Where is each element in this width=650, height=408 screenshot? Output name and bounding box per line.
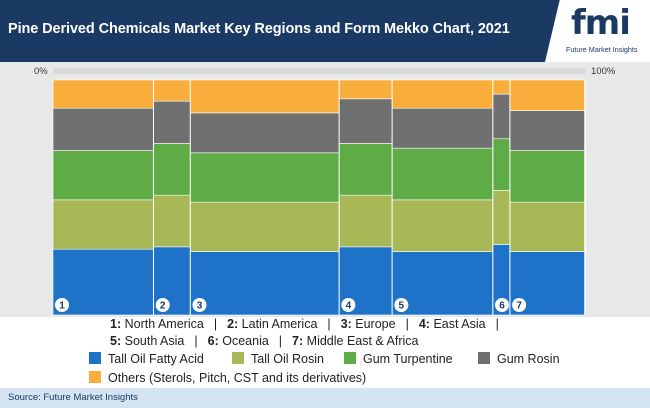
- region-legend-row-1: 1: North America | 2: Latin America | 3: Eur…: [110, 317, 509, 331]
- bar-segment-gum-turpentine-col-7: [509, 150, 586, 203]
- bar-segment-gum-turpentine-col-5: [392, 147, 494, 201]
- bar-segment-tall-oil-rosin-col-6: [492, 190, 511, 245]
- legend-gum-rosin: Gum Rosin: [478, 352, 560, 366]
- bar-segment-others-col-6: [492, 79, 511, 95]
- bar-segment-gum-rosin-col-4: [339, 98, 393, 144]
- column-badge-7: [512, 298, 527, 312]
- legend-separator: |: [278, 334, 283, 348]
- bar-segment-tall-oil-rosin-col-2: [153, 194, 191, 248]
- column-label-7: 7: [516, 301, 522, 312]
- column-badge-3: [192, 298, 207, 312]
- bar-segment-gum-rosin-col-2: [153, 100, 191, 144]
- region-legend-item: 7: Middle East & Africa: [292, 334, 419, 348]
- bar-segment-tall-oil-rosin-col-3: [190, 201, 340, 252]
- bar-segment-gum-turpentine-col-1: [52, 150, 155, 201]
- bar-segment-others-col-4: [339, 79, 393, 100]
- bar-segment-tall-oil-rosin-col-7: [509, 201, 586, 252]
- swatch-gum-turpentine: [344, 352, 356, 364]
- bar-segment-tall-oil-fatty-acid-col-3: [190, 251, 340, 316]
- fmi-logo: fmi Future Market Insights: [545, 0, 650, 62]
- region-legend-item: 5: South Asia: [110, 334, 185, 348]
- column-badge-5: [394, 298, 409, 312]
- legend-gum-turpentine: Gum Turpentine: [344, 352, 453, 366]
- region-legend-item: 1: North America: [110, 317, 204, 331]
- region-legend-item: 6: Oceania: [207, 334, 269, 348]
- legend-separator: |: [327, 317, 331, 331]
- bar-segment-others-col-7: [509, 79, 586, 111]
- legend-tall-oil-fatty-acid: Tall Oil Fatty Acid: [89, 352, 204, 366]
- bar-segment-others-col-3: [190, 79, 340, 114]
- bar-segment-tall-oil-fatty-acid-col-1: [52, 248, 155, 316]
- bar-segment-gum-rosin-col-5: [392, 107, 494, 149]
- column-label-6: 6: [499, 301, 505, 312]
- bar-segment-gum-turpentine-col-6: [492, 138, 511, 191]
- bar-segment-others-col-5: [392, 79, 494, 109]
- region-legend-item: 4: East Asia: [418, 317, 486, 331]
- bar-segment-tall-oil-rosin-col-5: [392, 199, 494, 252]
- column-badge-6: [495, 298, 510, 312]
- bar-segment-gum-rosin-col-1: [52, 107, 155, 151]
- bar-segment-gum-rosin-col-3: [190, 112, 340, 154]
- logo-text: fmi: [571, 3, 631, 43]
- legend-separator: |: [405, 317, 409, 331]
- swatch-tall-oil-fatty-acid: [89, 352, 101, 364]
- region-legend-item: 2: Latin America: [227, 317, 318, 331]
- legend-separator: |: [495, 317, 499, 331]
- legend-tall-oil-rosin: Tall Oil Rosin: [232, 352, 324, 366]
- x-axis-right-label: 100%: [591, 66, 616, 77]
- bar-segment-gum-turpentine-col-2: [153, 143, 191, 196]
- bar-segment-others-col-1: [52, 79, 155, 109]
- column-label-4: 4: [346, 301, 352, 312]
- source-note: Source: Future Market Insights: [8, 392, 138, 403]
- column-badge-2: [155, 298, 170, 312]
- column-badge-4: [341, 298, 356, 312]
- region-legend-item: 3: Europe: [340, 317, 396, 331]
- legend-separator: |: [213, 317, 218, 331]
- legend-others: Others (Sterols, Pitch, CST and its deri…: [89, 371, 366, 385]
- swatch-others: [89, 371, 101, 383]
- bar-segment-tall-oil-rosin-col-1: [52, 199, 155, 250]
- chart-title: Pine Derived Chemicals Market Key Region…: [8, 21, 510, 37]
- bar-segment-others-col-2: [153, 79, 191, 102]
- bar-segment-gum-turpentine-col-4: [339, 143, 393, 196]
- bar-segment-gum-rosin-col-7: [509, 110, 586, 151]
- x-axis-left-label: 0%: [34, 66, 48, 77]
- mekko-bars: [52, 79, 586, 316]
- bar-segment-tall-oil-fatty-acid-col-5: [392, 251, 494, 316]
- bar-segment-gum-turpentine-col-3: [190, 152, 340, 203]
- swatch-gum-rosin: [478, 352, 490, 364]
- legend-separator: |: [194, 334, 198, 348]
- column-label-5: 5: [399, 301, 405, 312]
- swatch-tall-oil-rosin: [232, 352, 244, 364]
- x-axis-scale-bar: [53, 68, 585, 74]
- header-bar: Pine Derived Chemicals Market Key Region…: [0, 0, 650, 62]
- footer-bar: Source: Future Market Insights: [0, 388, 650, 408]
- column-label-1: 1: [59, 301, 65, 312]
- logo-subtitle: Future Market Insights: [566, 45, 638, 54]
- bar-segment-gum-rosin-col-6: [492, 93, 511, 140]
- column-label-3: 3: [197, 301, 203, 312]
- column-label-2: 2: [160, 301, 166, 312]
- region-legend-row-2: 5: South Asia | 6: Oceania | 7: Middle East …: [110, 334, 419, 348]
- bar-segment-tall-oil-rosin-col-4: [339, 194, 393, 248]
- column-badge-1: [55, 298, 69, 312]
